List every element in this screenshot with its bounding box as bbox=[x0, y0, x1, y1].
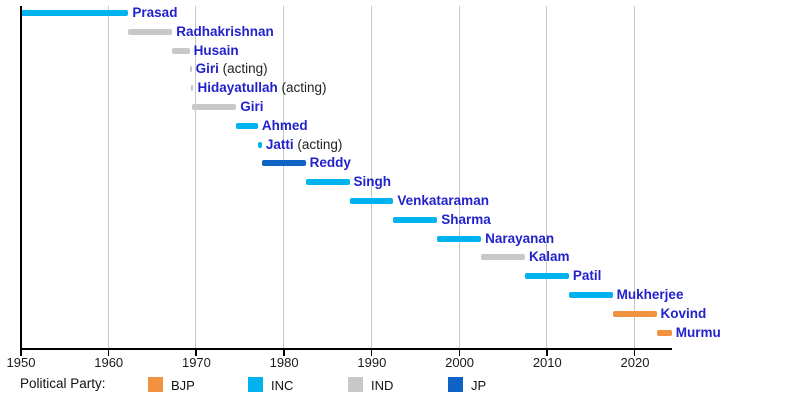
acting-suffix: (acting) bbox=[277, 80, 327, 96]
legend-swatch-ind bbox=[348, 377, 363, 392]
term-bar-singh[interactable] bbox=[305, 179, 350, 186]
bar-label-hidayatullah: Hidayatullah (acting) bbox=[197, 80, 326, 96]
president-name-link[interactable]: Kalam bbox=[528, 249, 570, 265]
president-name-link[interactable]: Kovind bbox=[660, 305, 707, 321]
president-name-link[interactable]: Giri bbox=[195, 61, 219, 77]
president-name-link[interactable]: Giri bbox=[240, 99, 264, 114]
bar-label-mukherjee: Mukherjee bbox=[617, 287, 684, 303]
bar-label-kovind: Kovind bbox=[661, 306, 707, 322]
acting-suffix: (acting) bbox=[293, 136, 343, 152]
axis-tick-2020 bbox=[633, 350, 636, 356]
gridline-2020 bbox=[633, 6, 635, 348]
legend-title: Political Party: bbox=[20, 376, 106, 391]
gridline-1990 bbox=[370, 6, 372, 348]
bar-label-patil: Patil bbox=[573, 268, 602, 284]
president-name-link[interactable]: Ahmed bbox=[261, 117, 308, 133]
gridline-1970 bbox=[195, 6, 197, 348]
y-axis-line bbox=[20, 6, 22, 348]
president-name-link[interactable]: Prasad bbox=[132, 5, 178, 20]
term-bar-murmu[interactable] bbox=[656, 329, 672, 336]
term-bar-narayanan[interactable] bbox=[437, 235, 482, 242]
president-name-link[interactable]: Singh bbox=[353, 174, 392, 190]
gridline-2000 bbox=[458, 6, 460, 348]
president-name-link[interactable]: Murmu bbox=[675, 324, 721, 340]
president-name-link[interactable]: Venkataraman bbox=[397, 193, 489, 208]
axis-tick-label-1990: 1990 bbox=[357, 355, 387, 370]
term-bar-jatti[interactable] bbox=[257, 141, 262, 148]
axis-tick-2000 bbox=[458, 350, 461, 356]
president-name-link[interactable]: Hidayatullah bbox=[197, 80, 278, 96]
bar-label-giri: Giri bbox=[240, 99, 263, 115]
term-bar-venkataraman[interactable] bbox=[349, 198, 394, 204]
term-bar-mukherjee[interactable] bbox=[568, 292, 613, 298]
president-name-link[interactable]: Patil bbox=[572, 268, 602, 284]
axis-tick-1950 bbox=[20, 350, 22, 356]
term-bar-prasad[interactable] bbox=[20, 10, 129, 16]
axis-tick-label-2020: 2020 bbox=[620, 355, 650, 370]
president-name-link[interactable]: Narayanan bbox=[485, 230, 555, 246]
bar-label-sharma: Sharma bbox=[441, 212, 491, 228]
term-bar-radhakrishnan[interactable] bbox=[128, 28, 173, 35]
bar-label-kalam: Kalam bbox=[529, 249, 570, 265]
bar-label-murmu: Murmu bbox=[676, 325, 721, 341]
term-bar-hidayatullah[interactable] bbox=[191, 85, 194, 92]
gridline-2010 bbox=[546, 6, 548, 348]
legend-label-inc: INC bbox=[271, 378, 294, 393]
term-bar-kovind[interactable] bbox=[612, 310, 657, 317]
president-name-link[interactable]: Husain bbox=[193, 42, 239, 58]
axis-tick-1990 bbox=[370, 350, 373, 356]
axis-tick-label-1980: 1980 bbox=[269, 355, 299, 370]
bar-label-giri: Giri (acting) bbox=[196, 61, 268, 77]
bar-label-husain: Husain bbox=[194, 43, 239, 59]
term-bar-patil[interactable] bbox=[524, 273, 569, 280]
axis-tick-label-1950: 1950 bbox=[6, 355, 36, 370]
axis-tick-1970 bbox=[195, 350, 197, 356]
president-name-link[interactable]: Jatti bbox=[265, 136, 294, 152]
term-bar-reddy[interactable] bbox=[261, 160, 306, 167]
axis-tick-1980 bbox=[283, 350, 285, 356]
bar-label-jatti: Jatti (acting) bbox=[266, 137, 343, 153]
x-axis-line bbox=[20, 348, 672, 350]
bar-label-ahmed: Ahmed bbox=[262, 118, 308, 134]
axis-tick-label-1960: 1960 bbox=[94, 355, 124, 370]
gridline-1980 bbox=[283, 6, 285, 348]
legend-label-bjp: BJP bbox=[171, 378, 195, 393]
axis-tick-label-2010: 2010 bbox=[532, 355, 562, 370]
term-bar-ahmed[interactable] bbox=[236, 122, 258, 129]
legend-swatch-inc bbox=[248, 377, 263, 392]
legend-label-ind: IND bbox=[371, 378, 394, 393]
axis-tick-2010 bbox=[546, 350, 548, 356]
bar-label-narayanan: Narayanan bbox=[485, 231, 554, 247]
gridline-1960 bbox=[107, 6, 109, 348]
term-bar-giri[interactable] bbox=[189, 66, 192, 73]
bar-label-reddy: Reddy bbox=[310, 155, 351, 171]
bar-label-singh: Singh bbox=[354, 174, 392, 190]
term-bar-husain[interactable] bbox=[172, 47, 190, 54]
legend-label-jp: JP bbox=[471, 378, 487, 393]
axis-tick-label-1970: 1970 bbox=[181, 355, 211, 370]
president-name-link[interactable]: Radhakrishnan bbox=[176, 23, 274, 39]
bar-label-radhakrishnan: Radhakrishnan bbox=[176, 24, 274, 40]
term-bar-giri[interactable] bbox=[192, 104, 237, 110]
president-name-link[interactable]: Mukherjee bbox=[616, 287, 684, 302]
legend-swatch-jp bbox=[448, 377, 463, 392]
term-bar-kalam[interactable] bbox=[481, 254, 525, 261]
bar-label-venkataraman: Venkataraman bbox=[397, 193, 489, 209]
president-name-link[interactable]: Reddy bbox=[309, 155, 351, 171]
axis-tick-label-2000: 2000 bbox=[445, 355, 475, 370]
bar-label-prasad: Prasad bbox=[132, 5, 177, 21]
president-name-link[interactable]: Sharma bbox=[441, 211, 491, 227]
axis-tick-1960 bbox=[107, 350, 110, 356]
legend-swatch-bjp bbox=[148, 377, 163, 392]
acting-suffix: (acting) bbox=[218, 61, 268, 77]
term-bar-sharma[interactable] bbox=[393, 216, 438, 223]
